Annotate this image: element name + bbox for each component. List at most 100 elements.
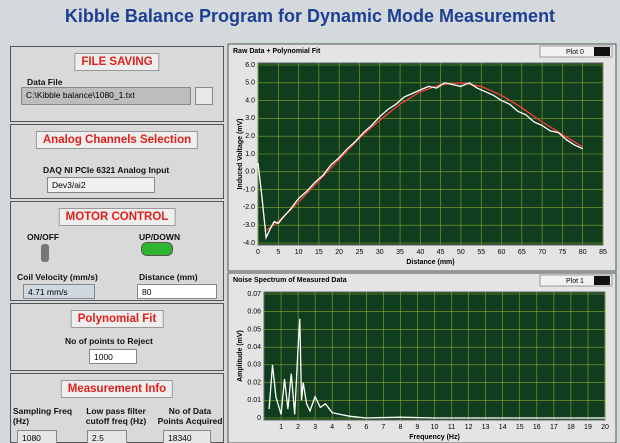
y-tick-label: 0.05 (247, 326, 261, 333)
x-tick-label: 15 (315, 249, 323, 256)
x-tick-label: 12 (465, 424, 473, 431)
legend-box (539, 274, 613, 287)
chart-title: Raw Data + Polynomial Fit (233, 48, 321, 55)
y-tick-label: 0.07 (247, 291, 261, 298)
x-tick-label: 35 (396, 249, 404, 256)
field-label: DAQ NI PCIe 6321 Analog Input (43, 165, 170, 175)
section-heading: MOTOR CONTROL (58, 208, 176, 226)
y-tick-label: 0 (257, 415, 261, 422)
x-tick-label: 10 (431, 424, 439, 431)
x-tick-label: 5 (276, 249, 280, 256)
x-tick-label: 6 (364, 424, 368, 431)
x-tick-label: 4 (330, 424, 334, 431)
section-heading: Analog Channels Selection (35, 131, 199, 149)
channel-select[interactable]: Dev3/ai2 (47, 177, 155, 193)
data-line (265, 82, 584, 232)
distance-field[interactable]: 80 (137, 284, 217, 299)
x-tick-label: 3 (313, 424, 317, 431)
x-tick-label: 75 (559, 249, 567, 256)
y-tick-label: 4.0 (245, 97, 255, 104)
y-tick-label: 0.02 (247, 379, 261, 386)
x-tick-label: 0 (256, 249, 260, 256)
x-tick-label: 65 (518, 249, 526, 256)
reject-field[interactable]: 1000 (89, 349, 137, 364)
path-field[interactable]: C:\Kibble balance\1080_1.txt (21, 87, 191, 105)
y-tick-label: -2.0 (243, 204, 255, 211)
section-heading: FILE SAVING (74, 53, 160, 71)
y-tick-label: 0.01 (247, 397, 261, 404)
value-field: 18340 (163, 430, 211, 443)
file-saving-panel: FILE SAVING Data File C:\Kibble balance\… (10, 46, 224, 122)
y-tick-label: 0.06 (247, 309, 261, 316)
x-tick-label: 40 (416, 249, 424, 256)
section-heading: Polynomial Fit (70, 310, 164, 328)
field-label: Distance (mm) (139, 272, 198, 282)
x-tick-label: 20 (601, 424, 609, 431)
x-tick-label: 50 (457, 249, 465, 256)
value-field: 1080 (17, 430, 57, 443)
x-tick-label: 15 (516, 424, 524, 431)
x-tick-label: 7 (381, 424, 385, 431)
x-axis-label: Distance (mm) (406, 259, 454, 266)
legend-swatch (594, 47, 610, 56)
x-tick-label: 11 (448, 424, 455, 431)
y-tick-label: -4.0 (243, 240, 255, 247)
x-tick-label: 60 (498, 249, 506, 256)
x-tick-label: 14 (499, 424, 507, 431)
y-tick-label: 5.0 (245, 80, 255, 87)
poly-panel: Polynomial Fit No of points to Reject 10… (10, 303, 224, 371)
field-label: No of points to Reject (65, 336, 153, 346)
y-tick-label: 0.04 (247, 344, 261, 351)
field-label: No of Data Points Acquired (157, 406, 223, 426)
motor-panel: MOTOR CONTROL ON/OFF UP/DOWN Coil Veloci… (10, 201, 224, 301)
app-title: Kibble Balance Program for Dynamic Mode … (64, 6, 556, 26)
x-tick-label: 85 (599, 249, 607, 256)
x-tick-label: 2 (296, 424, 300, 431)
switch-label: UP/DOWN (139, 232, 181, 242)
x-tick-label: 18 (567, 424, 575, 431)
analog-panel: Analog Channels Selection DAQ NI PCIe 63… (10, 124, 224, 199)
y-tick-label: -3.0 (243, 222, 255, 229)
x-tick-label: 17 (550, 424, 558, 431)
y-axis-label: Induced Voltage (mV) (237, 118, 244, 189)
field-label: Sampling Freq (Hz) (13, 406, 73, 426)
x-tick-label: 9 (415, 424, 419, 431)
legend-swatch (594, 276, 610, 285)
legend-label: Plot 0 (566, 49, 584, 56)
direction-button[interactable] (141, 242, 173, 256)
field-label: Coil Velocity (mm/s) (17, 272, 98, 282)
x-tick-label: 10 (295, 249, 303, 256)
field-label: Low pass filter cutoff freq (Hz) (85, 406, 147, 426)
section-heading: Measurement Info (60, 380, 174, 398)
y-tick-label: 0.03 (247, 362, 261, 369)
x-tick-label: 70 (538, 249, 546, 256)
x-tick-label: 16 (533, 424, 541, 431)
x-tick-label: 30 (376, 249, 384, 256)
data-line (257, 82, 583, 241)
y-tick-label: 1.0 (245, 151, 255, 158)
value-field: 2.5 (87, 430, 127, 443)
y-tick-label: 3.0 (245, 115, 255, 122)
legend-box (539, 45, 613, 58)
x-tick-label: 19 (584, 424, 592, 431)
x-tick-label: 55 (477, 249, 485, 256)
browse-button[interactable] (195, 87, 213, 105)
velocity-select[interactable]: 4.71 mm/s (23, 284, 95, 299)
y-tick-label: 2.0 (245, 133, 255, 140)
y-tick-label: 6.0 (245, 62, 255, 69)
x-tick-label: 8 (398, 424, 402, 431)
x-tick-label: 1 (279, 424, 283, 431)
chart-title: Noise Spectrum of Measured Data (233, 277, 347, 284)
y-axis-label: Amplitude (mV) (237, 330, 244, 382)
y-tick-label: 0.0 (245, 169, 255, 176)
switch-label: ON/OFF (27, 232, 60, 242)
y-tick-label: -1.0 (243, 186, 255, 193)
field-label: Data File (27, 77, 63, 87)
x-tick-label: 45 (437, 249, 445, 256)
toggle-switch[interactable] (41, 244, 49, 262)
data-line (268, 318, 605, 419)
x-tick-label: 25 (356, 249, 364, 256)
x-tick-label: 80 (579, 249, 587, 256)
